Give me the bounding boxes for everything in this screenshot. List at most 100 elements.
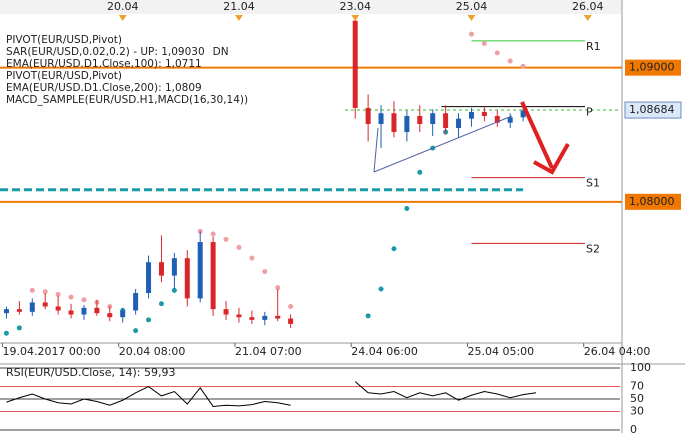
sar-dot [16,325,22,331]
candle-body [133,293,139,311]
candle-body [42,302,48,307]
current-price-label: 1,08684 [629,103,675,116]
candle-body [520,110,526,118]
candle-body [456,118,462,129]
candle-body [365,107,371,125]
sar-dot [81,297,87,303]
sar-dot [29,287,35,293]
top-date-label: 20.04 [107,0,139,13]
sar-dot [146,317,152,323]
candle-body [404,115,410,133]
rsi-tick-label: 70 [630,380,644,393]
rsi-line [354,381,537,401]
rsi-line [6,386,291,407]
sar-dot [210,231,216,237]
candle-body [378,113,384,125]
sar-dot [158,301,164,307]
legend-entry: PIVOT(EUR/USD,Pivot) [6,34,122,46]
current-price-box [624,101,682,119]
legend-entry: SAR(EUR/USD,0.02,0.2) - UP: 1,09030 [6,46,205,58]
sar-dot [133,328,139,334]
candle-body [158,262,164,276]
arrow [520,101,570,175]
candle-body [481,111,487,116]
candle-body [275,315,281,319]
legend-entry: EMA(EUR/USD.D1.Close,200): 1,0809 [6,82,202,94]
candle-body [120,310,126,318]
candle-body [55,306,61,311]
sar-dot [223,236,229,242]
sar-dot [468,31,474,37]
candle-body [236,314,242,318]
candle-body [430,113,436,125]
date-bar [0,0,622,14]
candle-body [184,258,190,299]
legend-entry-extra: DN [213,46,229,58]
candle-body [262,315,268,320]
candle-body [494,115,500,123]
candle-body [3,309,9,314]
candle-body [443,113,449,129]
x-tick-label: 26.04 04:00 [584,345,651,358]
sar-dot [262,269,268,275]
candle-body [107,313,113,318]
legend-entry: PIVOT(EUR/USD,Pivot) [6,70,122,82]
sar-dot [520,63,526,69]
candle-body [249,317,255,320]
candle-body [288,318,294,324]
candle-body [210,242,216,310]
level-label-box [625,59,681,76]
sar-dot [378,286,384,292]
top-date-marker [351,15,360,21]
sar-dot [494,50,500,56]
sar-dot [42,289,48,295]
candle-body [81,307,87,315]
candle-body [197,242,203,299]
top-date-marker [467,15,476,21]
x-tick-label: 19.04.2017 00:00 [2,345,100,358]
top-date-label: 26.04 [572,0,604,13]
sar-dot [404,206,410,212]
top-date-marker [583,15,592,21]
rsi-title: RSI(EUR/USD.Close, 14): 59,93 [6,366,175,379]
candle-body [94,307,100,314]
triangle-line [373,115,513,173]
candle-body [16,309,22,312]
legend-entry: MACD_SAMPLE(EUR/USD.H1,MACD(16,30,14)) [6,94,248,106]
sar-dot [171,287,177,293]
x-tick-label: 25.04 05:00 [467,345,534,358]
pivot-label: S2 [586,242,600,255]
rsi-tick-label: 30 [630,404,644,417]
level-label-box [625,193,681,210]
top-date-label: 25.04 [456,0,488,13]
x-tick-label: 24.04 06:00 [351,345,418,358]
sar-dot [68,294,74,300]
top-date-marker [234,15,243,21]
sar-dot [236,244,242,250]
candle-body [468,111,474,119]
pivot-label: R1 [586,40,601,53]
level-label: 1,09000 [629,61,675,74]
triangle-line [373,127,379,173]
rsi-tick-label: 0 [630,423,637,433]
x-tick-label: 20.04 08:00 [119,345,186,358]
candle-body [352,20,358,108]
candle-body [146,262,152,294]
candle-body [171,258,177,276]
rsi-tick-label: 50 [630,392,644,405]
sar-dot [275,285,281,291]
candle-body [223,309,229,315]
sar-dot [365,313,371,319]
x-tick-label: 21.04 07:00 [235,345,302,358]
top-date-label: 21.04 [223,0,255,13]
pivot-label: S1 [586,177,600,190]
sar-dot [55,291,61,297]
candle-body [391,113,397,133]
top-date-marker [118,15,127,21]
sar-dot [417,169,423,175]
sar-dot [391,246,397,252]
sar-dot [288,303,294,309]
